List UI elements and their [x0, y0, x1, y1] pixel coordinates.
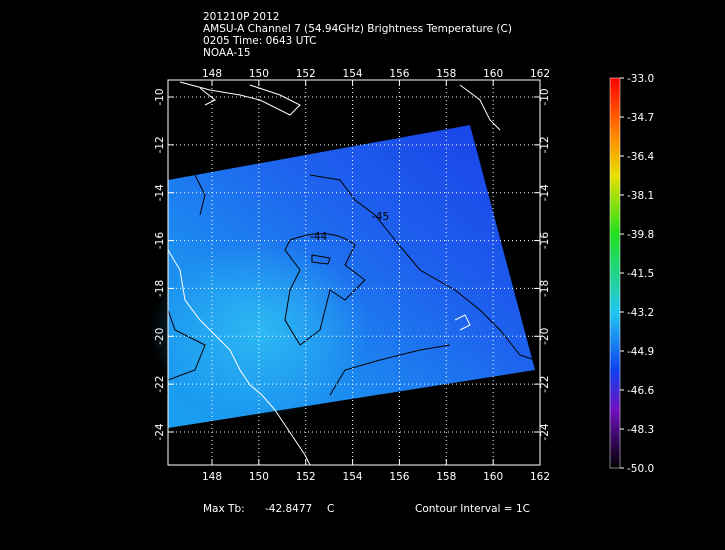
y-tick-label: -10	[154, 88, 166, 105]
max-value: -42.8477	[265, 503, 312, 515]
colorbar-label: -39.8	[627, 229, 654, 241]
x-tick-label: 150	[249, 68, 269, 80]
colorbar	[609, 77, 621, 469]
x-tick-label: 158	[436, 68, 456, 80]
x-tick-label: 160	[483, 471, 503, 483]
colorbar-label: -46.6	[627, 385, 654, 397]
title-line: 0205 Time: 0643 UTC	[203, 35, 317, 47]
colorbar-label: -33.0	[627, 73, 654, 85]
colorbar-label: -36.4	[627, 151, 654, 163]
y-tick-label: -18	[539, 280, 551, 297]
x-tick-label: 156	[389, 471, 409, 483]
contour-label: -44	[310, 231, 327, 243]
x-tick-label: 160	[483, 68, 503, 80]
x-tick-label: 150	[249, 471, 269, 483]
colorbar-label: -38.1	[627, 190, 654, 202]
y-tick-label: -20	[154, 328, 166, 345]
colorbar-label: -48.3	[627, 424, 654, 436]
y-tick-label: -10	[539, 88, 551, 105]
y-tick-label: -12	[539, 136, 551, 153]
y-tick-label: -22	[539, 376, 551, 393]
contour-label: -45	[372, 211, 389, 223]
x-tick-label: 154	[343, 68, 363, 80]
x-tick-label: 152	[296, 68, 316, 80]
title-line: 201210P 2012	[203, 11, 279, 23]
y-tick-label: -14	[539, 184, 551, 201]
warm-area	[150, 240, 370, 420]
y-tick-label: -14	[154, 184, 166, 201]
colorbar-label: -34.7	[627, 112, 654, 124]
colorbar-label: -50.0	[627, 463, 654, 475]
y-tick-label: -24	[539, 423, 551, 440]
max-unit: C	[327, 503, 334, 515]
y-tick-label: -20	[539, 328, 551, 345]
title-line: AMSU-A Channel 7 (54.94GHz) Brightness T…	[203, 23, 512, 35]
x-tick-label: 148	[202, 471, 222, 483]
title-line: NOAA-15	[203, 47, 251, 59]
colorbar-label: -44.9	[627, 346, 654, 358]
contour-interval: Contour Interval = 1C	[415, 503, 530, 515]
y-tick-label: -16	[539, 232, 551, 249]
y-tick-label: -18	[154, 280, 166, 297]
x-tick-label: 156	[389, 68, 409, 80]
y-tick-label: -12	[154, 136, 166, 153]
y-tick-label: -24	[154, 423, 166, 440]
contours	[167, 174, 536, 396]
footer: Max Tb: -42.8477 C Contour Interval = 1C	[203, 503, 530, 515]
x-tick-label: 162	[530, 471, 550, 483]
x-tick-label: 154	[343, 471, 363, 483]
x-tick-label: 148	[202, 68, 222, 80]
title-block: 201210P 2012 AMSU-A Channel 7 (54.94GHz)…	[203, 11, 512, 59]
colorbar-label: -43.2	[627, 307, 654, 319]
coastlines	[167, 81, 501, 466]
x-tick-label: 162	[530, 68, 550, 80]
y-tick-label: -22	[154, 376, 166, 393]
x-tick-label: 158	[436, 471, 456, 483]
max-label: Max Tb:	[203, 503, 245, 515]
y-tick-label: -16	[154, 232, 166, 249]
x-tick-label: 152	[296, 471, 316, 483]
colorbar-label: -41.5	[627, 268, 654, 280]
